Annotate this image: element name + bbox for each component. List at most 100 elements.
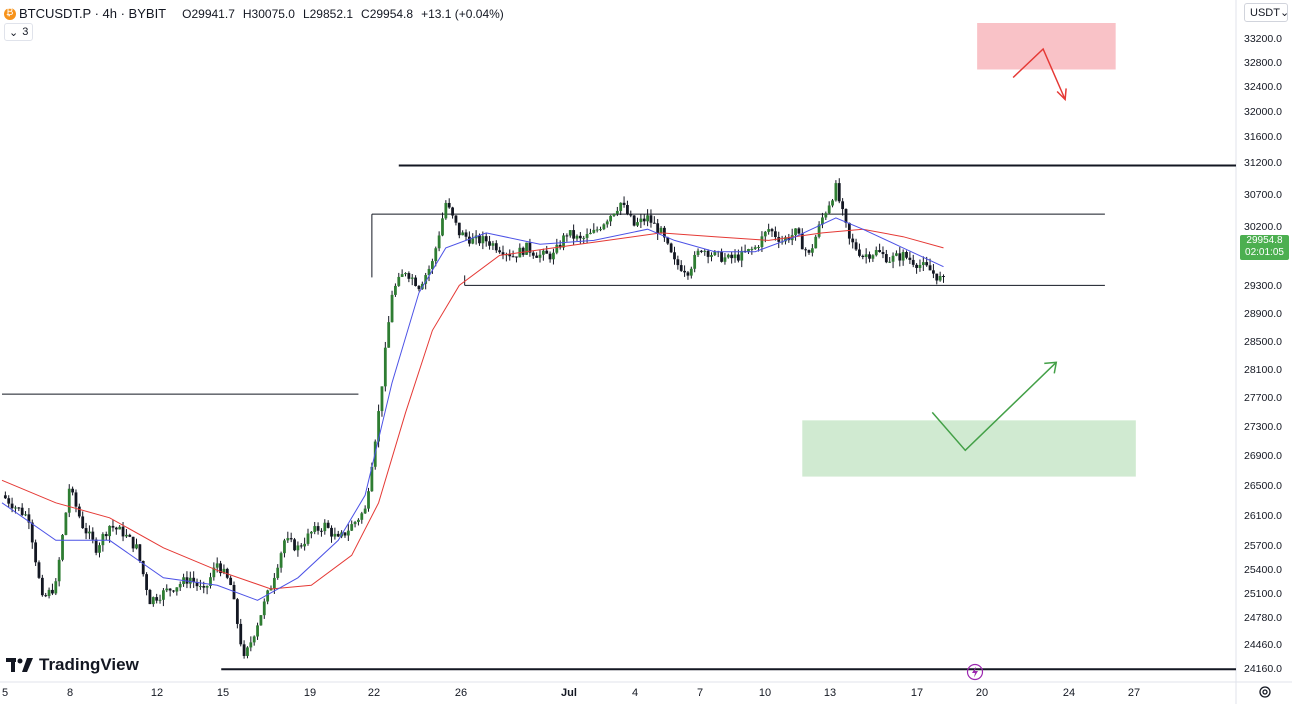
candle-body xyxy=(800,233,804,250)
candle-body xyxy=(98,545,101,553)
candle-body xyxy=(444,202,448,219)
candle-body xyxy=(538,254,542,258)
y-tick-label: 26900.0 xyxy=(1244,450,1282,462)
candle-body xyxy=(794,228,797,236)
candle-body xyxy=(457,222,461,236)
candle-body xyxy=(380,386,384,412)
candle-body xyxy=(525,242,528,255)
candle-body xyxy=(330,527,333,537)
x-tick-label: 17 xyxy=(911,687,923,699)
candle-body xyxy=(676,259,680,266)
candle-body xyxy=(720,251,723,262)
candle-body xyxy=(461,232,465,236)
candle-body xyxy=(689,268,693,276)
settings-gear-icon[interactable] xyxy=(1258,685,1272,699)
x-tick-label: 26 xyxy=(455,687,467,699)
candle-body xyxy=(212,567,216,578)
candle-body xyxy=(824,213,828,218)
candle-body xyxy=(108,525,111,537)
candle-body xyxy=(229,577,233,585)
ema-fast-line xyxy=(1,217,944,601)
candle-body xyxy=(834,183,838,201)
candle-body xyxy=(64,512,68,535)
sell-arrow[interactable] xyxy=(1012,47,1066,100)
x-tick-label: 22 xyxy=(368,687,380,699)
candle-body xyxy=(854,242,858,250)
candle-body xyxy=(404,273,407,275)
tradingview-mark-icon xyxy=(6,658,33,672)
candle-body xyxy=(441,218,444,236)
candle-body xyxy=(47,589,51,597)
candle-body xyxy=(219,563,222,574)
x-tick-label: 5 xyxy=(2,687,8,699)
candle-body xyxy=(138,544,142,561)
candle-body xyxy=(710,255,713,257)
bar-countdown: 02:01:05 xyxy=(1245,247,1284,258)
x-tick-label: 10 xyxy=(759,687,771,699)
candle-body xyxy=(511,256,515,258)
y-tick-label: 24460.0 xyxy=(1244,639,1282,651)
candle-body xyxy=(901,252,905,261)
candle-body xyxy=(693,254,697,269)
indicators-toggle[interactable]: ⌄ 3 xyxy=(4,23,34,41)
candle-body xyxy=(256,625,259,637)
lightning-icon[interactable] xyxy=(966,663,984,681)
candle-body xyxy=(249,642,253,648)
candle-body xyxy=(565,235,569,237)
y-tick-label: 30700.0 xyxy=(1244,189,1282,201)
candle-body xyxy=(881,252,885,255)
candle-body xyxy=(898,253,902,261)
close-label: C xyxy=(361,6,370,21)
candle-body xyxy=(599,229,602,231)
last-price: 29954.8 xyxy=(1246,235,1283,246)
candle-body xyxy=(3,495,7,499)
candle-body xyxy=(498,250,502,253)
last-price-tag: 29954.8 02:01:05 xyxy=(1240,235,1289,260)
candle-body xyxy=(609,215,613,222)
candle-body xyxy=(343,532,347,536)
y-tick-label: 28900.0 xyxy=(1244,308,1282,320)
candle-body xyxy=(353,521,357,525)
tradingview-logo[interactable]: TradingView xyxy=(6,655,139,675)
candle-body xyxy=(215,563,219,568)
ema-slow-line xyxy=(1,228,944,590)
y-tick-label: 25700.0 xyxy=(1244,540,1282,552)
candle-body xyxy=(521,247,525,255)
candle-body xyxy=(427,268,431,276)
candle-body xyxy=(669,243,673,253)
candle-body xyxy=(81,516,85,529)
candle-body xyxy=(851,238,855,243)
candle-body xyxy=(24,514,27,516)
candle-body xyxy=(895,253,898,256)
y-tick-label: 30200.0 xyxy=(1244,221,1282,233)
symbol-title[interactable]: BTCUSDT.P · 4h · BYBIT xyxy=(19,6,167,21)
candle-body xyxy=(706,250,710,257)
candle-body xyxy=(552,252,555,260)
candle-body xyxy=(51,589,54,594)
candle-body xyxy=(932,270,935,274)
open-label: O xyxy=(182,6,192,21)
candle-body xyxy=(303,543,307,547)
sell-arrowhead xyxy=(1056,88,1067,102)
buy-arrow[interactable] xyxy=(931,361,1057,452)
candle-body xyxy=(763,231,767,237)
buy-zone[interactable] xyxy=(802,420,1136,477)
candle-body xyxy=(172,590,175,592)
candle-body xyxy=(736,254,740,261)
candle-body xyxy=(37,562,41,578)
candle-body xyxy=(703,250,707,252)
candle-body xyxy=(424,275,428,284)
sell-zone[interactable] xyxy=(977,23,1116,70)
candle-body xyxy=(323,522,327,532)
candle-body xyxy=(488,241,491,246)
candle-body xyxy=(209,577,212,586)
y-tick-label: 28500.0 xyxy=(1244,336,1282,348)
candle-body xyxy=(370,466,374,492)
y-tick-label: 32800.0 xyxy=(1244,57,1282,69)
candle-body xyxy=(626,204,629,215)
low-label: L xyxy=(302,6,310,21)
candle-body xyxy=(400,274,404,277)
currency-select[interactable]: USDT ⌄ xyxy=(1244,3,1289,22)
candle-body xyxy=(925,262,929,266)
